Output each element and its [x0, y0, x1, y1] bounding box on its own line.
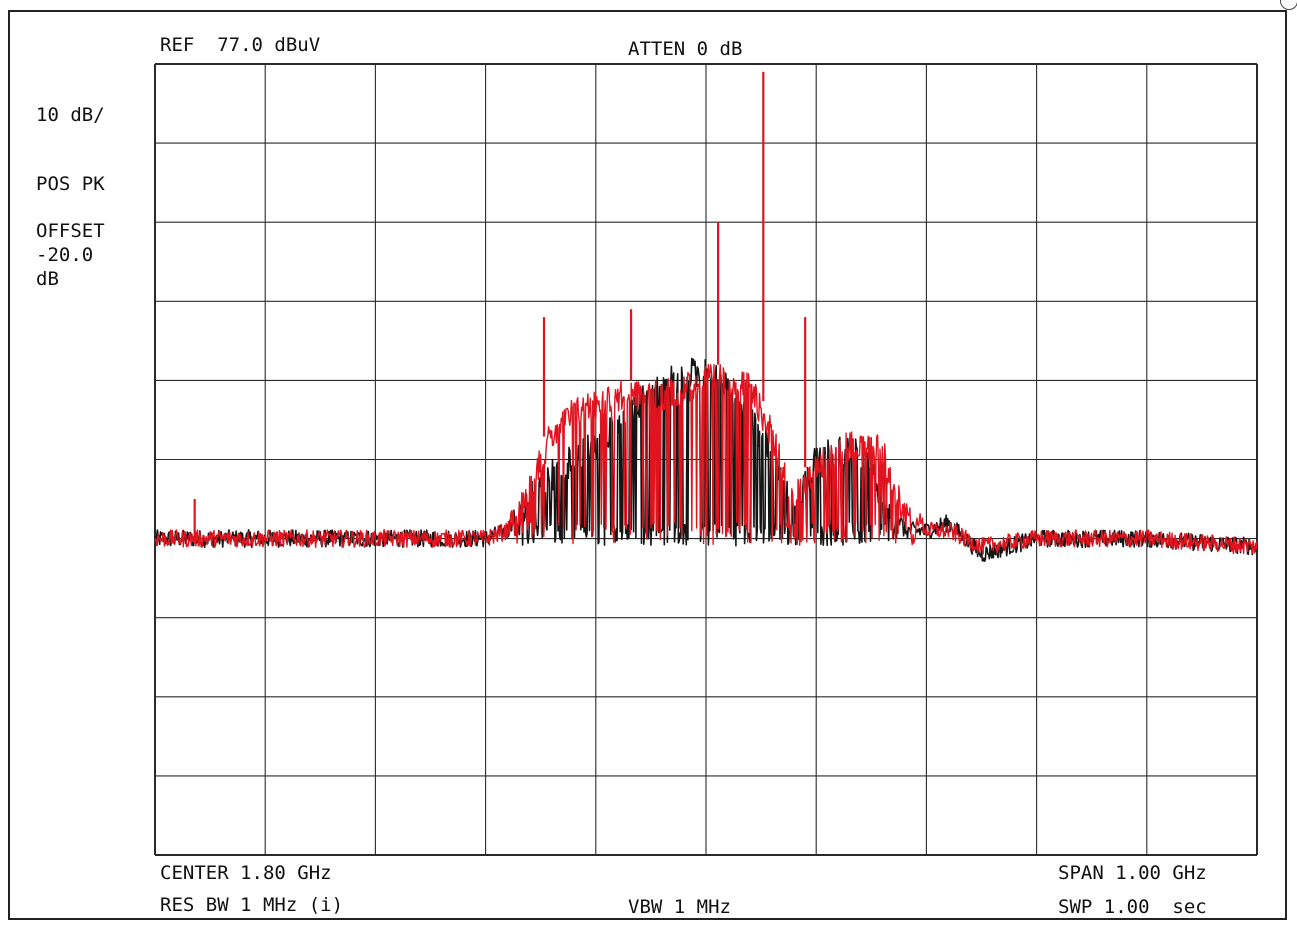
res-bw-label: RES BW 1 MHz (i): [160, 896, 343, 915]
span-label: SPAN 1.00 GHz: [1058, 864, 1207, 883]
sweep-time-label: SWP 1.00 sec: [1058, 898, 1207, 917]
ref-level-label: REF 77.0 dBuV: [160, 36, 320, 55]
center-frequency-label: CENTER 1.80 GHz: [160, 864, 332, 883]
offset-label: OFFSET -20.0 dB: [36, 220, 105, 291]
attenuation-label: ATTEN 0 dB: [628, 40, 742, 59]
scale-label: 10 dB/: [36, 106, 105, 125]
vbw-label: VBW 1 MHz: [628, 898, 731, 917]
detector-label: POS PK: [36, 175, 105, 194]
